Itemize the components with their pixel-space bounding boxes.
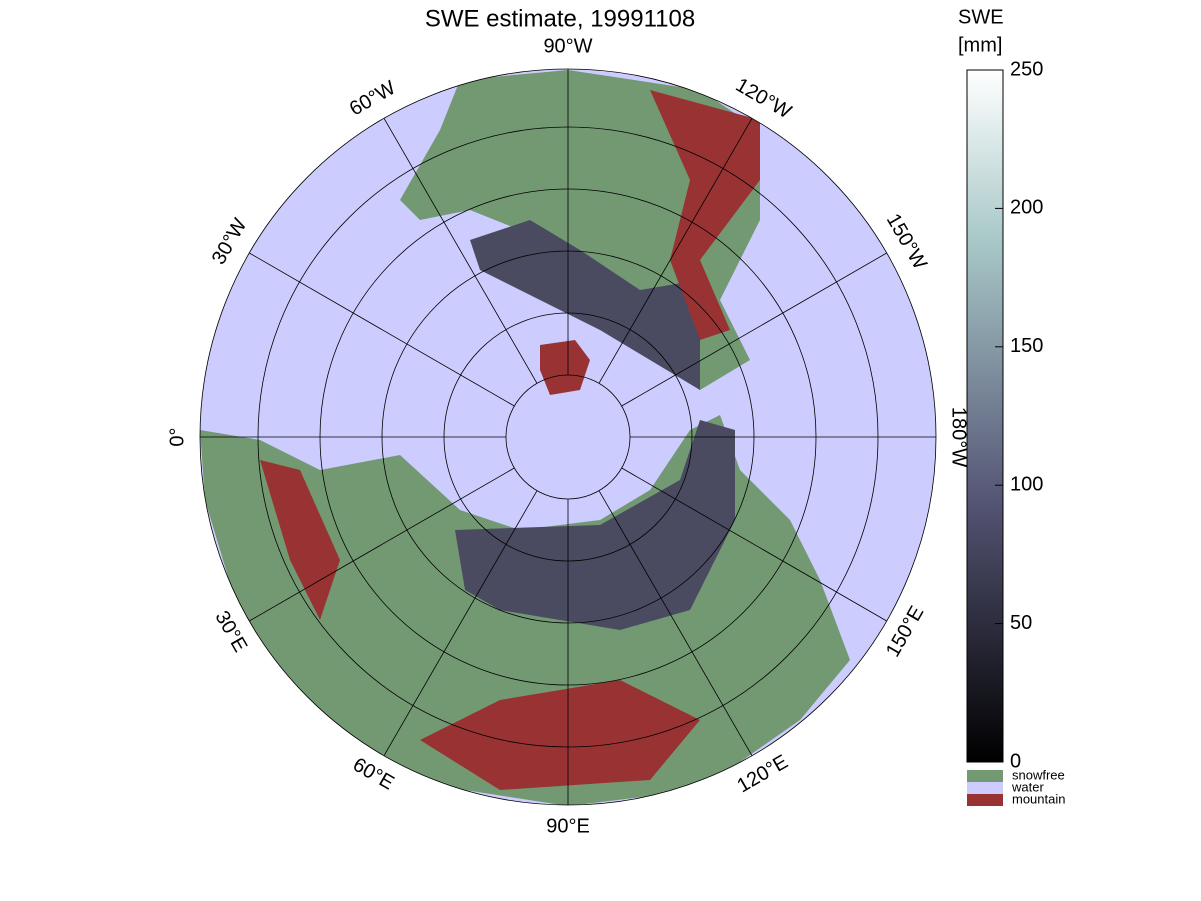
longitude-label: 0° <box>166 427 188 446</box>
meridian <box>621 252 887 407</box>
map-disk <box>200 69 936 805</box>
mountain-asia <box>420 680 700 790</box>
meridian <box>621 467 887 622</box>
legend-label: snowfree <box>1012 767 1065 782</box>
longitude-label: 90°E <box>546 815 590 837</box>
longitude-label: 30°E <box>210 607 251 656</box>
map-title: SWE estimate, 19991108 <box>425 5 695 32</box>
colorbar-title: [mm] <box>958 34 1002 56</box>
colorbar <box>966 69 1004 763</box>
meridian <box>249 252 515 407</box>
colorbar-tick-label: 100 <box>1010 473 1043 495</box>
colorbar-title: SWE <box>958 6 1004 28</box>
meridian <box>249 467 515 622</box>
colorbar-tick-label: 0 <box>1010 750 1021 772</box>
graticule <box>200 69 936 805</box>
longitude-label: 90°W <box>543 35 592 57</box>
meridian <box>598 490 753 756</box>
colorbar-tick-label: 200 <box>1010 197 1043 219</box>
legend-swatch <box>967 782 1003 794</box>
colorbar-tick-label: 150 <box>1010 335 1043 357</box>
meridian <box>383 118 538 384</box>
longitude-label: 60°E <box>349 754 398 795</box>
meridian <box>383 490 538 756</box>
snow-america <box>470 220 700 390</box>
map-frame <box>199 68 937 806</box>
snow-eurasia <box>455 420 735 630</box>
legend-label: mountain <box>1012 791 1065 806</box>
greenland <box>540 340 590 395</box>
longitude-label: 180°W <box>948 407 970 467</box>
meridian <box>598 118 753 384</box>
legend-label: water <box>1011 779 1044 794</box>
colorbar-tick-label: 50 <box>1010 612 1032 634</box>
colorbar-tick-label: 250 <box>1010 58 1043 80</box>
legend-swatch <box>967 794 1003 806</box>
legend-swatch <box>967 770 1003 782</box>
